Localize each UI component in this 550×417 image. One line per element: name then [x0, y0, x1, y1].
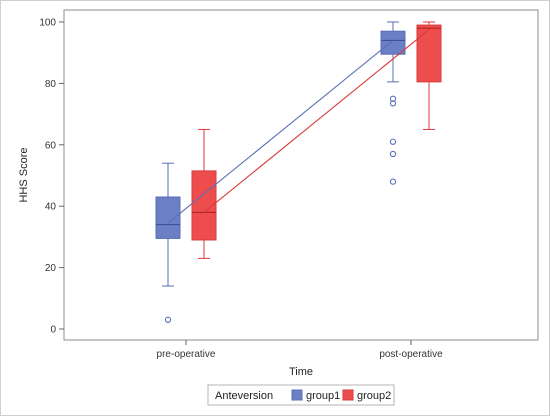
x-axis: pre-operative post-operative [157, 340, 443, 360]
box-group1-pre-operative [155, 196, 181, 239]
y-tick-label: 40 [45, 202, 57, 213]
plot-area [63, 9, 539, 341]
mean-line-group2 [203, 29, 430, 213]
y-tick-label: 80 [45, 79, 57, 90]
box-group2-post-operative [416, 24, 442, 83]
outlier-point [389, 150, 397, 158]
legend: Anteversion group1 group2 [207, 384, 395, 406]
legend-label-group2: group2 [357, 390, 391, 402]
y-axis-title: HHS Score [18, 147, 30, 202]
y-axis: 0 20 40 60 80 100 [39, 18, 64, 336]
box-group1-post-operative [380, 30, 406, 55]
x-tick-label: post-operative [379, 349, 443, 360]
outlier-point [389, 95, 397, 102]
mean-line-group1 [167, 39, 394, 224]
outlier-point [389, 178, 397, 185]
legend-label-group1: group1 [306, 390, 340, 402]
legend-title: Anteversion [215, 390, 273, 402]
y-tick-label: 60 [45, 140, 57, 151]
mean-lines [167, 29, 430, 224]
outlier-point [389, 138, 397, 145]
box-series [155, 21, 442, 323]
y-tick-label: 20 [45, 263, 57, 274]
outlier-point [164, 316, 172, 323]
outlier-point [389, 100, 397, 107]
y-tick-label: 100 [39, 18, 56, 29]
legend-swatch-group1 [291, 389, 303, 401]
x-tick-label: pre-operative [157, 349, 216, 360]
x-axis-title: Time [289, 366, 313, 378]
y-tick-label: 0 [50, 325, 56, 336]
legend-swatch-group2 [342, 389, 354, 401]
